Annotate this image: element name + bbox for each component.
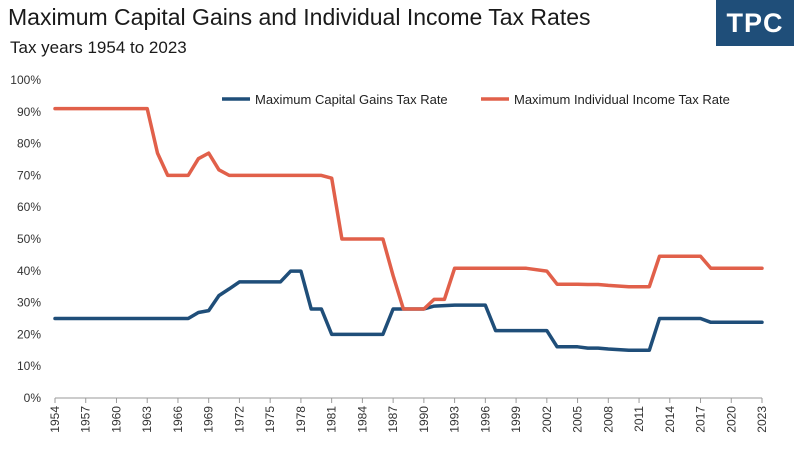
- x-tick-label: 2014: [663, 406, 677, 433]
- y-tick-label: 70%: [17, 168, 41, 182]
- tpc-logo: TPC: [716, 0, 794, 46]
- y-tick-label: 0%: [24, 391, 42, 405]
- x-tick-label: 1993: [448, 406, 462, 433]
- capital-gains-rate-line: [53, 269, 764, 353]
- x-tick-label: 2023: [755, 406, 769, 433]
- x-tick-label: 2005: [571, 406, 585, 433]
- y-tick-label: 100%: [10, 73, 41, 87]
- x-tick-label: 2002: [540, 406, 554, 433]
- x-tick-label: 1954: [48, 406, 62, 433]
- x-tick-label: 1984: [355, 406, 369, 433]
- y-tick-label: 50%: [17, 232, 41, 246]
- x-tick-label: 1978: [294, 406, 308, 433]
- chart-title: Maximum Capital Gains and Individual Inc…: [8, 4, 591, 30]
- x-tick-label: 2011: [632, 406, 646, 432]
- x-tick-label: 1999: [509, 406, 523, 433]
- x-tick-label: 1981: [325, 406, 339, 433]
- x-tick-label: 1969: [202, 406, 216, 433]
- chart-series-layer: [53, 106, 764, 353]
- x-tick-label: 2020: [724, 406, 738, 433]
- y-tick-label: 20%: [17, 327, 41, 341]
- chart-legend: Maximum Capital Gains Tax Rate Maximum In…: [222, 92, 730, 107]
- income-tax-rate-line: [53, 106, 764, 311]
- legend-label: Maximum Capital Gains Tax Rate: [255, 92, 448, 107]
- x-tick-label: 1963: [140, 406, 154, 433]
- legend-label: Maximum Individual Income Tax Rate: [514, 92, 730, 107]
- x-tick-label: 1957: [79, 406, 93, 433]
- x-tick-label: 2017: [694, 406, 708, 433]
- x-tick-label: 2008: [601, 406, 615, 433]
- y-tick-label: 30%: [17, 296, 41, 310]
- chart-axes: 0% 10% 20% 30% 40% 50% 60% 70% 80% 90% 100% 1954 195…: [10, 73, 769, 433]
- y-tick-label: 80%: [17, 137, 41, 151]
- x-tick-label: 1987: [386, 406, 400, 433]
- x-tick-label: 1972: [232, 406, 246, 433]
- y-tick-label: 40%: [17, 264, 41, 278]
- x-tick-label: 1960: [109, 406, 123, 433]
- x-tick-label: 1975: [263, 406, 277, 433]
- x-tick-label: 1990: [417, 406, 431, 433]
- y-tick-label: 90%: [17, 105, 41, 119]
- chart-subtitle: Tax years 1954 to 2023: [10, 38, 187, 57]
- y-tick-label: 10%: [17, 359, 41, 373]
- x-tick-label: 1966: [171, 406, 185, 433]
- y-tick-label: 60%: [17, 200, 41, 214]
- x-tick-label: 1996: [478, 406, 492, 433]
